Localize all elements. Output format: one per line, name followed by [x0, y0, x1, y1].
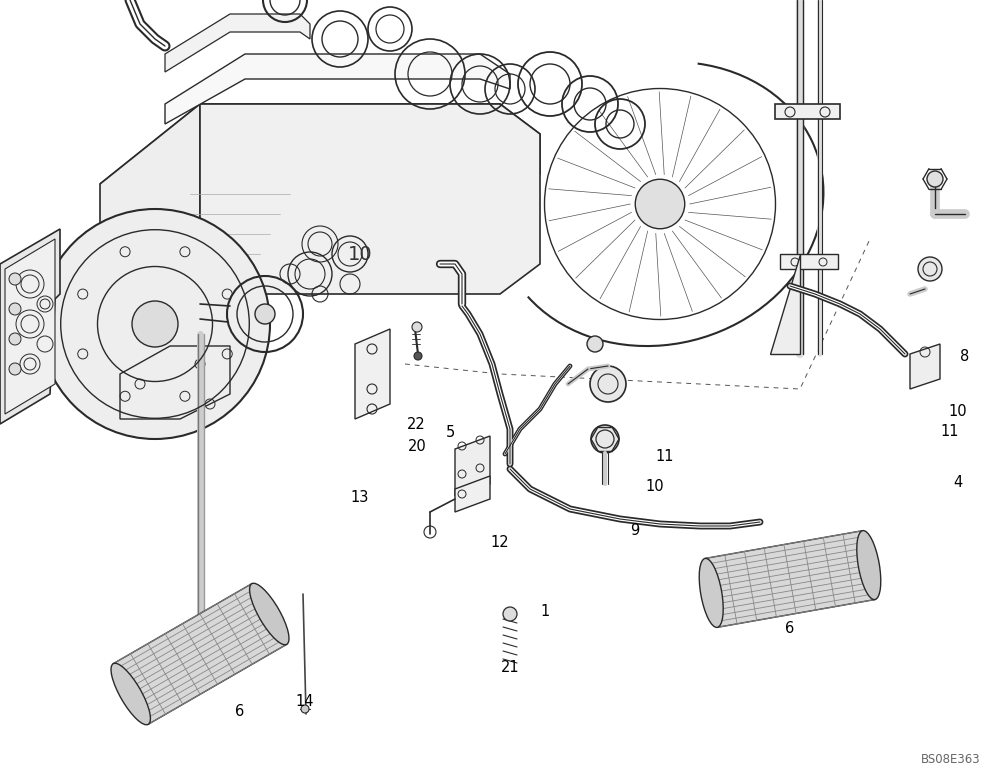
Text: 10: 10 [348, 245, 372, 263]
Circle shape [40, 209, 270, 439]
Text: BS08E363: BS08E363 [920, 753, 980, 766]
Text: 11: 11 [941, 423, 959, 439]
Text: 10: 10 [949, 404, 967, 419]
Circle shape [9, 303, 21, 315]
Circle shape [590, 366, 626, 402]
Polygon shape [165, 14, 310, 72]
Circle shape [591, 425, 619, 453]
Polygon shape [770, 254, 800, 354]
Text: 1: 1 [540, 604, 550, 619]
Circle shape [927, 171, 943, 187]
Text: 21: 21 [501, 660, 519, 676]
Polygon shape [355, 329, 390, 419]
Ellipse shape [111, 663, 150, 724]
Circle shape [9, 363, 21, 375]
Circle shape [587, 336, 603, 352]
Circle shape [255, 304, 275, 324]
Text: 14: 14 [296, 694, 314, 710]
Text: 5: 5 [445, 425, 455, 441]
Circle shape [503, 607, 517, 621]
Circle shape [9, 273, 21, 285]
Text: 4: 4 [953, 474, 963, 490]
Polygon shape [775, 104, 840, 119]
Circle shape [301, 705, 309, 713]
Text: 6: 6 [785, 621, 795, 637]
Polygon shape [455, 476, 490, 512]
Polygon shape [100, 104, 540, 199]
Circle shape [132, 301, 178, 347]
Polygon shape [120, 346, 230, 419]
Ellipse shape [250, 583, 289, 644]
Circle shape [414, 352, 422, 360]
Polygon shape [705, 531, 875, 627]
Circle shape [9, 333, 21, 345]
Text: 10: 10 [646, 478, 664, 494]
Text: 12: 12 [491, 535, 509, 550]
Text: 6: 6 [235, 704, 245, 720]
Polygon shape [910, 344, 940, 389]
Text: 8: 8 [960, 349, 970, 365]
Text: 20: 20 [408, 439, 426, 455]
Polygon shape [113, 584, 287, 724]
Text: 22: 22 [407, 417, 425, 433]
Circle shape [635, 180, 685, 229]
Text: 13: 13 [351, 490, 369, 506]
Polygon shape [5, 239, 55, 414]
Text: 11: 11 [656, 448, 674, 464]
Polygon shape [780, 254, 838, 269]
Text: 9: 9 [630, 523, 640, 539]
Polygon shape [165, 54, 510, 124]
Circle shape [412, 322, 422, 332]
Polygon shape [0, 229, 60, 424]
Circle shape [918, 257, 942, 281]
Ellipse shape [857, 531, 881, 600]
Ellipse shape [699, 558, 723, 627]
Polygon shape [200, 104, 540, 294]
Polygon shape [86, 227, 236, 416]
Polygon shape [455, 436, 490, 496]
Polygon shape [100, 104, 200, 374]
